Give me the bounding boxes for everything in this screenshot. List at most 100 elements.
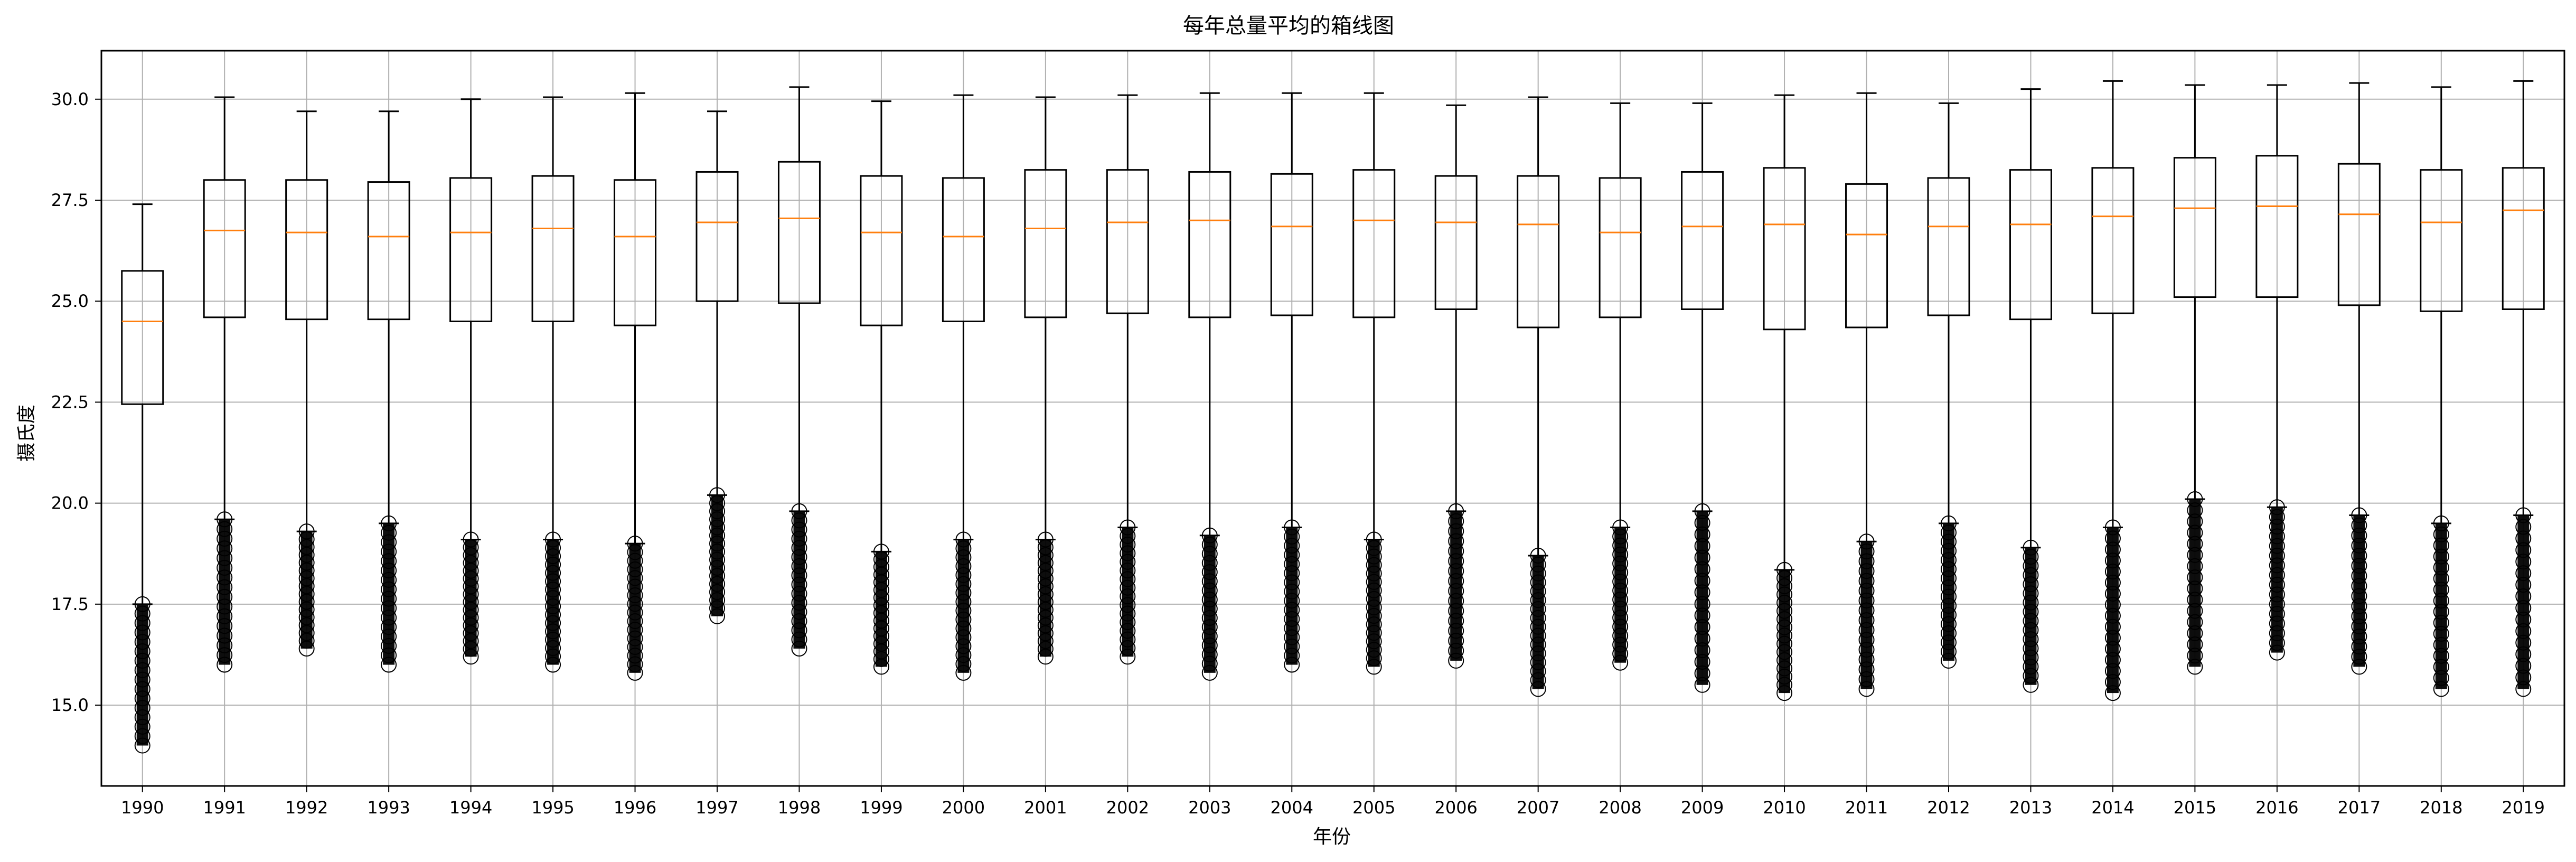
outlier-point bbox=[873, 589, 889, 606]
outlier-point bbox=[217, 579, 233, 595]
outlier-point bbox=[2433, 670, 2449, 686]
outlier-point bbox=[2023, 649, 2039, 666]
outlier-point bbox=[1612, 592, 1629, 608]
outlier-point bbox=[545, 573, 561, 589]
outlier-point bbox=[463, 555, 479, 571]
outlier-point bbox=[1612, 583, 1629, 599]
outlier-point bbox=[709, 592, 725, 608]
outlier-point bbox=[2433, 681, 2449, 697]
outlier-point bbox=[1941, 552, 1957, 568]
outlier-point bbox=[2104, 619, 2121, 635]
outlier-stack bbox=[2435, 523, 2447, 689]
outlier-point bbox=[1941, 597, 1957, 614]
interquartile-box bbox=[121, 270, 164, 405]
outlier-point bbox=[791, 576, 807, 593]
outlier-point bbox=[2269, 528, 2285, 545]
outlier-point bbox=[873, 566, 889, 583]
outlier-stack bbox=[1450, 511, 1462, 661]
outlier-point bbox=[2187, 614, 2203, 630]
x-tick-label: 1994 bbox=[449, 798, 492, 818]
outlier-point bbox=[1448, 613, 1464, 629]
outlier-point bbox=[2515, 634, 2532, 651]
outlier-point bbox=[381, 581, 397, 597]
outlier-point bbox=[2023, 558, 2039, 574]
outlier-point bbox=[1120, 597, 1136, 613]
outlier-point bbox=[2104, 585, 2121, 602]
x-tick-label: 2010 bbox=[1763, 798, 1806, 818]
outlier-point bbox=[1694, 596, 1710, 612]
outlier-point bbox=[2433, 570, 2449, 587]
outlier-point bbox=[955, 620, 972, 636]
outlier-point bbox=[2187, 625, 2203, 641]
outlier-point bbox=[2269, 644, 2285, 661]
outlier-point bbox=[873, 643, 889, 660]
outlier-point bbox=[709, 536, 725, 552]
outlier-point bbox=[2269, 499, 2285, 516]
outlier-point bbox=[1776, 619, 1793, 635]
x-tick-label: 2001 bbox=[1024, 798, 1067, 818]
outlier-point bbox=[1612, 573, 1629, 589]
outlier-point bbox=[298, 640, 315, 657]
outlier-point bbox=[1612, 601, 1629, 617]
outlier-point bbox=[1448, 583, 1464, 599]
outlier-point bbox=[1037, 641, 1054, 657]
outlier-point bbox=[627, 561, 643, 578]
outlier-point bbox=[1120, 528, 1136, 544]
outlier-point bbox=[1284, 538, 1300, 554]
x-tick-label: 2011 bbox=[1845, 798, 1888, 818]
outlier-point bbox=[1694, 561, 1710, 577]
outlier-point bbox=[1858, 583, 1875, 599]
box-2006 bbox=[1434, 104, 1478, 669]
outlier-point bbox=[1037, 586, 1054, 602]
outlier-stack bbox=[1779, 569, 1791, 694]
outlier-point bbox=[1366, 540, 1382, 556]
outlier-point bbox=[545, 548, 561, 565]
outlier-point bbox=[1530, 663, 1546, 679]
x-tick-label: 2003 bbox=[1188, 798, 1231, 818]
outlier-point bbox=[873, 659, 889, 675]
outlier-point bbox=[2515, 542, 2532, 558]
outlier-point bbox=[709, 511, 725, 528]
outlier-point bbox=[463, 594, 479, 610]
outlier-point bbox=[1530, 548, 1546, 564]
outlier-point bbox=[2433, 548, 2449, 565]
outlier-point bbox=[709, 519, 725, 536]
outlier-point bbox=[1776, 578, 1793, 594]
outlier-point bbox=[1694, 642, 1710, 659]
box-2010 bbox=[1763, 94, 1806, 701]
outlier-point bbox=[463, 641, 479, 657]
outlier-point bbox=[2433, 659, 2449, 675]
outlier-point bbox=[1037, 531, 1054, 548]
outlier-point bbox=[1037, 555, 1054, 571]
outlier-point bbox=[2269, 586, 2285, 603]
outlier-point bbox=[2023, 549, 2039, 565]
outlier-point bbox=[217, 540, 233, 557]
outlier-point bbox=[2187, 524, 2203, 541]
outlier-stack bbox=[1039, 539, 1051, 657]
outlier-point bbox=[1366, 659, 1382, 675]
outlier-point bbox=[1530, 610, 1546, 626]
x-tick-label: 1995 bbox=[531, 798, 574, 818]
outlier-point bbox=[298, 531, 315, 547]
outlier-point bbox=[1201, 564, 1218, 580]
outlier-point bbox=[1530, 556, 1546, 573]
outlier-point bbox=[873, 651, 889, 667]
outlier-point bbox=[2351, 649, 2367, 665]
outlier-point bbox=[1037, 649, 1054, 665]
outlier-point bbox=[2023, 613, 2039, 629]
outlier-point bbox=[1284, 602, 1300, 618]
outlier-point bbox=[1694, 503, 1710, 519]
outlier-point bbox=[1530, 681, 1546, 697]
outlier-point bbox=[1941, 643, 1957, 660]
outlier-point bbox=[791, 530, 807, 547]
outlier-point bbox=[709, 559, 725, 576]
outlier-point bbox=[1858, 612, 1875, 629]
outlier-point bbox=[381, 515, 397, 531]
outlier-point bbox=[2515, 530, 2532, 547]
outlier-point bbox=[2515, 611, 2532, 627]
outlier-point bbox=[873, 551, 889, 567]
outlier-point bbox=[1366, 608, 1382, 624]
outlier-point bbox=[381, 657, 397, 673]
outlier-point bbox=[2104, 564, 2121, 580]
outlier-point bbox=[791, 549, 807, 565]
